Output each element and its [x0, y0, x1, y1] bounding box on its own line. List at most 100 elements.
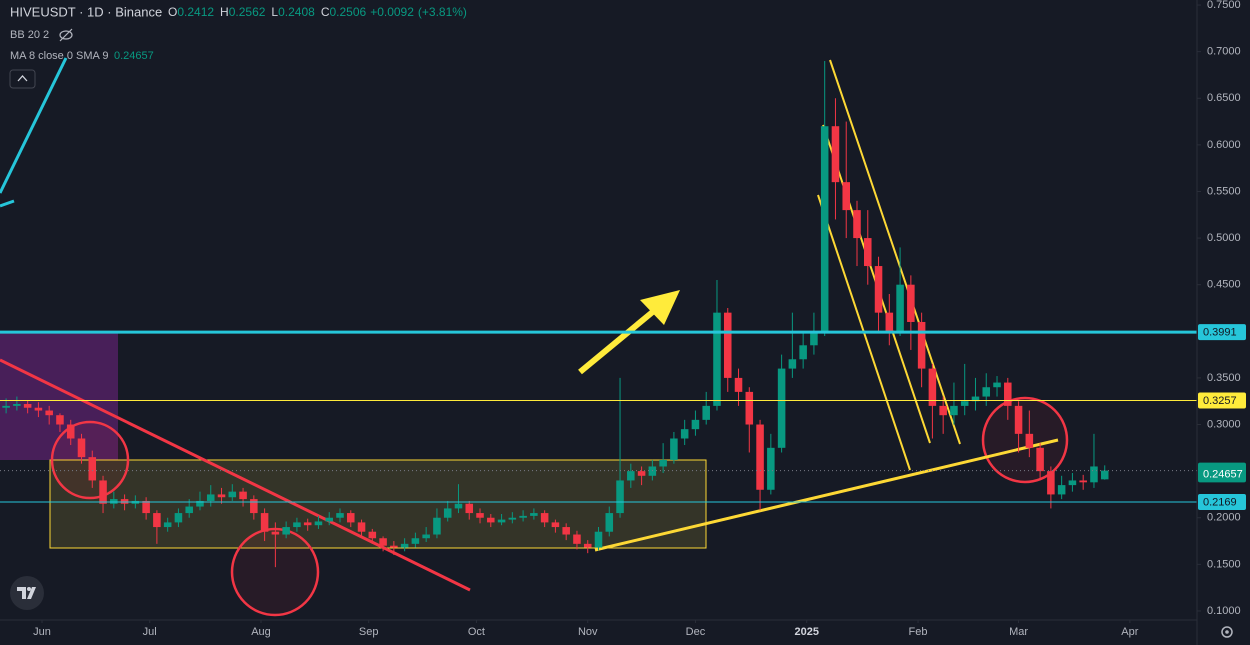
candle-body — [465, 503, 474, 514]
channel-line — [829, 59, 961, 445]
candle-body — [293, 522, 301, 528]
price-label-bg — [1198, 493, 1246, 510]
tv-logo[interactable] — [10, 576, 44, 610]
candle-body — [831, 126, 840, 183]
ohlc-readout: O0.2412 H0.2562 L0.2408 C0.2506 +0.0092 (+3.8… — [168, 5, 467, 19]
candle-body — [153, 513, 161, 528]
y-tick-label: 0.2000 — [1207, 512, 1241, 524]
readout-item: O — [168, 5, 177, 19]
candle-body — [713, 312, 721, 406]
x-tick-label: Jun — [33, 626, 51, 638]
candle-body — [540, 513, 549, 523]
candle-body — [497, 519, 506, 523]
candle-body — [810, 331, 818, 346]
y-tick-label: 0.6500 — [1207, 92, 1241, 104]
candle-body — [820, 126, 829, 332]
candle-body — [487, 517, 495, 523]
candle-body — [443, 508, 452, 518]
candle-body — [756, 424, 764, 490]
eye-outline — [59, 30, 73, 40]
price-label-bg — [1198, 392, 1246, 409]
candle-body — [659, 459, 667, 467]
logo-bg — [10, 576, 44, 610]
candle-body — [1057, 485, 1066, 495]
candle-body — [939, 405, 947, 416]
candle-body — [885, 312, 894, 332]
candle-body — [88, 457, 97, 481]
collapse-chevron — [17, 75, 28, 82]
candle-body — [422, 534, 430, 539]
x-axis: Jun Jul Aug Sep Oct Nov Dec 2025 Feb Mar Apr — [33, 620, 1139, 638]
candle-body — [1036, 447, 1044, 472]
candle-body — [1079, 480, 1087, 483]
y-tick-label: 0.4500 — [1207, 279, 1241, 291]
readout-item: 0.2506 — [329, 5, 366, 19]
eye-icon[interactable] — [59, 28, 73, 42]
candle-body — [788, 359, 797, 369]
candle-body — [530, 513, 538, 516]
candle-body — [917, 321, 926, 369]
candle-body — [1014, 405, 1023, 434]
candle-body — [228, 491, 237, 498]
indicator-name: MA 8 close 0 SMA 9 — [10, 50, 108, 62]
candle-body — [745, 391, 754, 425]
candle-body — [864, 238, 872, 267]
candle-body — [303, 522, 312, 526]
candle-body — [34, 407, 43, 411]
price-label: 0.3257 — [1203, 395, 1237, 407]
candle-body — [368, 531, 377, 539]
arrow-shaft — [578, 307, 657, 375]
candle-body — [250, 499, 258, 514]
y-tick-label: 0.1000 — [1207, 605, 1241, 617]
candle-body — [950, 405, 958, 416]
candle-body — [174, 513, 183, 523]
candle-body — [1100, 470, 1109, 480]
eye-slash — [59, 28, 73, 42]
y-tick-label: 0.7500 — [1207, 0, 1241, 11]
candle-body — [239, 491, 247, 500]
cyan-line — [0, 199, 15, 208]
readout-item: +0.0092 — [370, 5, 414, 19]
y-tick-label: 0.1500 — [1207, 558, 1241, 570]
cyan-line — [0, 57, 68, 194]
candle-body — [573, 534, 581, 544]
candle-body — [142, 500, 150, 514]
y-tick-label: 0.5500 — [1207, 185, 1241, 197]
candle-body — [982, 387, 991, 397]
candle-body — [1004, 382, 1012, 406]
candle-body — [347, 513, 355, 523]
candle-body — [13, 404, 21, 406]
readout-item: 0.2562 — [229, 5, 266, 19]
readout-item: (+3.81%) — [418, 5, 467, 19]
candle-body — [45, 410, 53, 416]
candle-body — [767, 447, 775, 490]
collapse-box — [9, 69, 36, 89]
candle-body — [66, 424, 75, 439]
candle-body — [562, 527, 570, 535]
readout-item: L — [271, 5, 278, 19]
candle-body — [433, 517, 441, 535]
candle-body — [907, 284, 915, 322]
indicator-name: BB 20 2 — [10, 29, 49, 41]
x-tick-label: Jul — [143, 626, 157, 638]
x-tick-label: Mar — [1009, 626, 1028, 638]
candle-body — [1047, 471, 1055, 495]
series — [2, 60, 1109, 568]
x-tick-label: Feb — [909, 626, 928, 638]
x-tick-label: Aug — [251, 626, 271, 638]
candle-body — [874, 266, 883, 313]
x-tick-label: Oct — [468, 626, 485, 638]
candle-body — [627, 471, 635, 481]
readout-item: 0.2408 — [278, 5, 315, 19]
candle-body — [960, 401, 969, 406]
candle-body — [702, 405, 710, 420]
settings-icon[interactable] — [1221, 626, 1233, 638]
candle-body — [605, 513, 614, 532]
candle-body — [336, 513, 344, 518]
collapse-button[interactable] — [9, 69, 36, 89]
candle-body — [390, 545, 398, 548]
candle-body — [777, 368, 786, 448]
indicator-value: 0.24657 — [114, 50, 154, 62]
